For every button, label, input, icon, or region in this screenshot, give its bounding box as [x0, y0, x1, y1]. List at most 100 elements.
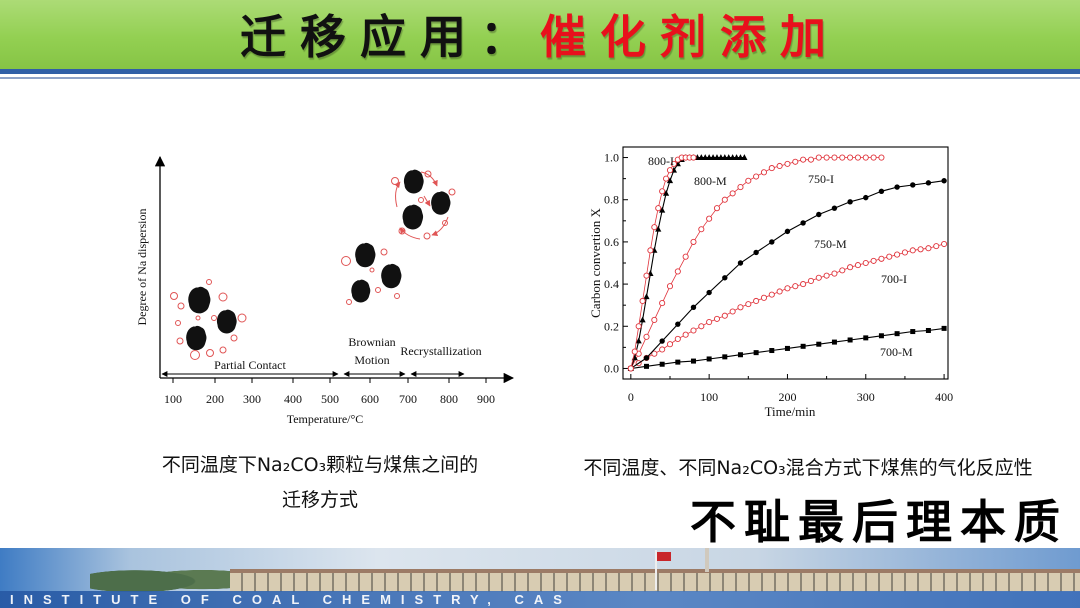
series-700-m-point: [706, 356, 712, 362]
caption-right: 不同温度、不同Na₂CO₃混合方式下煤焦的气化反应性: [558, 451, 1058, 486]
series-700-i-point: [737, 304, 744, 311]
series-750-i-point: [753, 173, 760, 180]
series-750-m-point: [847, 199, 853, 205]
header-divider-thin: [0, 77, 1080, 79]
x-tick-label: 300: [857, 390, 875, 404]
migration-arrow: [420, 171, 438, 187]
series-700-i-point: [839, 267, 846, 274]
na-droplet: [448, 188, 456, 196]
migration-arrow: [399, 227, 421, 240]
na-droplet: [177, 302, 185, 310]
series-750-i-point: [870, 154, 877, 161]
series-label-700-i: 700-I: [881, 272, 907, 286]
series-750-i-point: [698, 226, 705, 233]
na-droplet: [190, 350, 200, 360]
migration-arrow: [431, 216, 449, 236]
series-700-m-point: [878, 333, 884, 339]
stage-label-brownian: Brownian: [348, 335, 395, 349]
na-droplet: [442, 220, 448, 226]
series-700-i-point: [698, 323, 705, 330]
series-800-i-point: [663, 175, 670, 182]
series-700-m-point: [941, 325, 947, 331]
na-droplet: [391, 177, 399, 185]
series-700-i-point: [862, 259, 869, 267]
series-700-i-point: [831, 270, 838, 277]
x-tick-label: 400: [935, 390, 953, 404]
na-droplet: [369, 267, 375, 273]
series-700-i-point: [674, 335, 681, 342]
series-800-i-point: [631, 348, 638, 355]
na-droplet: [380, 248, 388, 256]
na-droplet: [206, 349, 214, 357]
series-700-i-point: [721, 312, 728, 319]
series-750-m-point: [831, 205, 838, 211]
series-800-m-point: [643, 293, 650, 300]
y-tick-label: 1.0: [604, 151, 619, 165]
series-label-750-i: 750-I: [808, 172, 834, 186]
series-800-m-point: [733, 154, 740, 160]
series-700-i-point: [800, 281, 807, 288]
series-750-i-point: [706, 215, 713, 222]
series-700-i-point: [847, 264, 854, 271]
x-tick-label: 400: [284, 392, 302, 406]
series-700-i-point: [901, 249, 908, 256]
series-800-i-point: [666, 167, 674, 174]
x-tick-label: 200: [206, 392, 224, 406]
na-droplet: [211, 315, 217, 321]
series-700-i-point: [792, 283, 799, 290]
caption-left: 不同温度下Na₂CO₃颗粒与煤焦之间的 迁移方式: [140, 448, 500, 518]
series-700-m-point: [643, 363, 649, 369]
series-750-i-point: [643, 333, 650, 340]
series-750-m-point: [706, 289, 712, 296]
migration-arrow: [394, 181, 401, 208]
title-highlight: 催化剂添加: [540, 10, 840, 64]
caption-left-line2: 迁移方式: [281, 489, 358, 511]
series-800-m-point: [717, 154, 724, 160]
footer-trees: [90, 562, 240, 594]
series-700-i-point: [753, 297, 760, 305]
series-800-m-point: [666, 177, 674, 184]
chart-series: [627, 154, 948, 372]
x-tick-label: 600: [361, 392, 379, 406]
series-750-i-point: [737, 184, 744, 191]
series-700-m-point: [800, 343, 806, 349]
series-700-i-point: [776, 288, 783, 295]
na-droplet: [346, 299, 352, 305]
y-axis-title: Carbon convertion X: [588, 208, 603, 318]
na-droplet: [206, 279, 212, 285]
na-droplet: [195, 315, 201, 321]
na-dispersion-diagram: 100 200 300 400 500 600 700 800 900 Temp…: [135, 155, 515, 426]
series-700-i-point: [713, 315, 721, 322]
series-700-i-point: [651, 350, 658, 357]
series-700-i-point: [878, 255, 885, 262]
series-800-m-point: [698, 154, 705, 160]
series-750-i-point: [729, 190, 736, 197]
series-700-m-point: [659, 361, 665, 367]
stage-label-recrystallization: Recrystallization: [400, 344, 481, 358]
series-750-i-point: [823, 154, 830, 161]
series-700-i-point: [854, 262, 861, 269]
series-800-i-point: [647, 247, 654, 254]
na-droplet: [375, 287, 381, 293]
series-800-m-point: [713, 154, 721, 160]
series-750-m-point: [643, 355, 650, 361]
char-particle: [402, 204, 424, 230]
series-label-750-m: 750-M: [814, 237, 847, 251]
series-750-i-point: [674, 268, 681, 275]
series-750-i-point: [815, 154, 822, 161]
series-800-i-point: [639, 297, 646, 305]
series-700-m: [628, 325, 947, 371]
series-700-m-point: [894, 331, 900, 337]
series-800-i-point: [655, 205, 662, 212]
series-700-m-point: [769, 348, 775, 354]
footer-strip: [0, 591, 1080, 608]
series-700-i-point: [768, 291, 775, 298]
na-droplet: [219, 346, 227, 354]
series-750-m-point: [878, 188, 885, 194]
series-750-m-point: [863, 194, 869, 201]
series-750-i-point: [666, 283, 674, 290]
series-750-m-point: [784, 228, 791, 235]
series-800-m-point: [635, 337, 642, 344]
series-700-m-point: [816, 341, 822, 347]
series-750-i-point: [854, 154, 861, 161]
